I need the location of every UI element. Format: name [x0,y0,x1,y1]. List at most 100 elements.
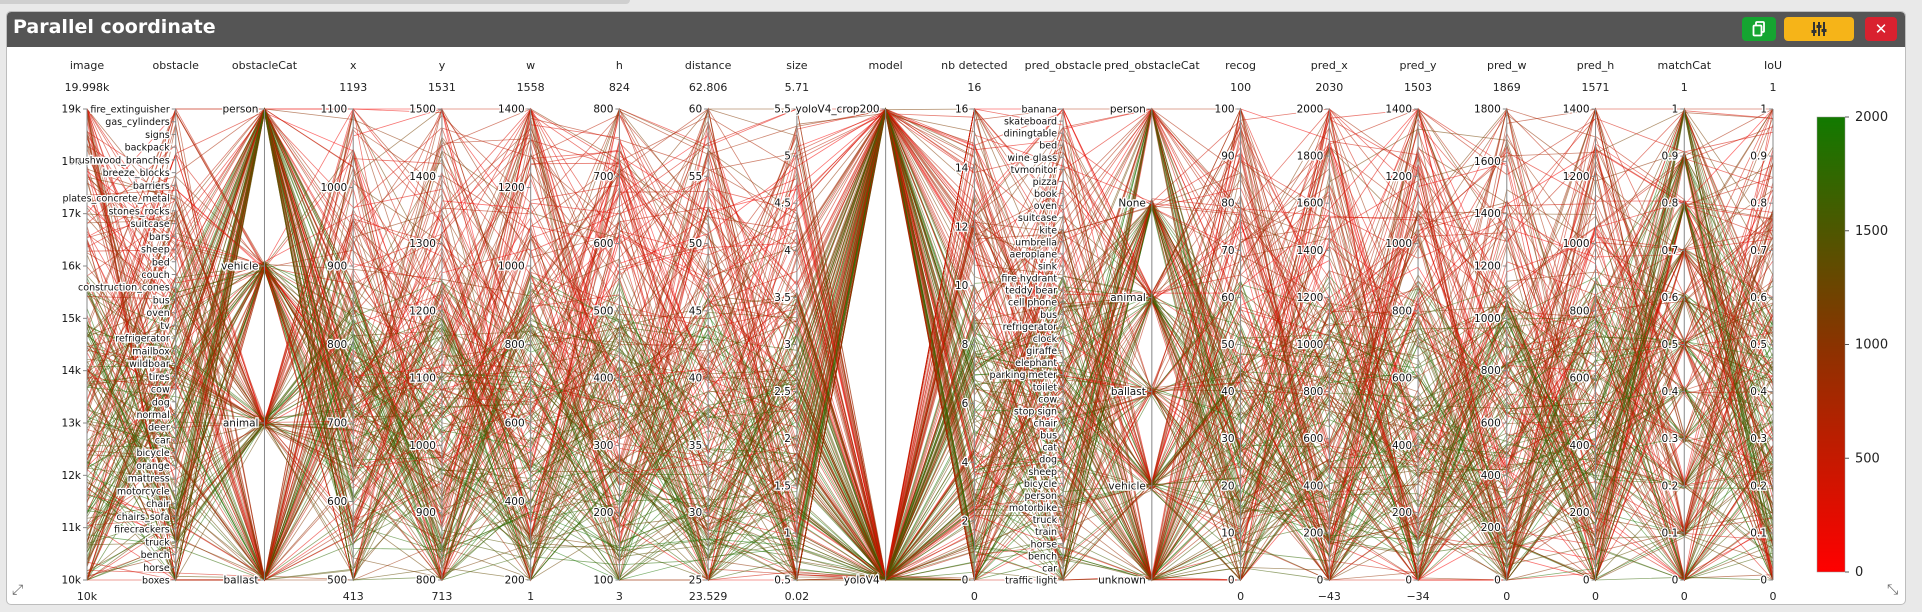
axis-tick-label: 1500 [409,104,436,116]
axis-obstaclecat[interactable]: obstacleCat person vehicle animal ballast [220,59,298,588]
axis-range-min: 413 [343,590,364,603]
axis-tick-label: 0.6 [1662,292,1679,304]
axis-title[interactable]: image [70,59,104,72]
axis-tick-label: 0.5 [1662,339,1679,351]
axis-tick-label: gas_cylinders [105,117,169,128]
axis-tick-label: train [1035,527,1057,538]
axis-tick-label: 1 [1760,104,1767,116]
resize-right-icon[interactable]: ⤡ [1887,582,1899,598]
axis-pred-x[interactable]: pred_x2030−43200018001600140012001000800… [1295,59,1349,603]
axis-title[interactable]: size [786,59,808,72]
axis-tick-label: 800 [1392,305,1412,317]
polyline [86,107,1774,582]
axis-tick-label: 50 [689,238,702,250]
axis-h[interactable]: h 824 3 800 700 600 500 400 300 200 100 [592,59,630,603]
polyline [86,107,1774,581]
axis-pred-y[interactable]: pred_y 1503 −34 1400 1200 1000 800 600 400 200 0 [1384,59,1438,603]
axis-tick-label: 0.9 [1750,151,1767,163]
axis-pred-obstacle[interactable]: pred_obstaclebananaskateboarddiningtable… [988,59,1102,588]
axis-tick-label: 1100 [320,104,347,116]
axis-obstacle[interactable]: obstacle fire_extinguishergas_cylinderssi… [61,59,200,588]
axis-title[interactable]: w [526,59,535,72]
close-button[interactable]: ✕ [1865,17,1897,41]
axis-nb-detected[interactable]: nb detected 16 0 16 14 12 10 8 6 4 2 0 [941,59,1007,603]
polyline [86,107,1774,581]
axis-title[interactable]: y [439,59,446,72]
axis-tick-label: 14k [62,365,82,377]
polyline [86,108,1774,581]
axis-tick-label: 900 [416,507,436,519]
axis-title[interactable]: obstacleCat [232,59,298,72]
axis-tick-label: None [1118,198,1145,210]
axis-image[interactable]: image 19.998k 10k 19k 18k 17k 16k 15k 14k 13k 12k 1… [60,59,111,603]
polyline [86,128,1774,582]
polyline [86,109,1774,581]
axis-tick-label: 3.5 [774,292,791,304]
polyline [86,108,1774,582]
axis-x[interactable]: x 1193 413 1100 1000 900 800 700 600 500 [319,59,367,603]
settings-button[interactable] [1784,17,1854,41]
axis-title[interactable]: x [350,59,357,72]
axis-title[interactable]: pred_h [1577,59,1615,72]
colorbar: 2000 1500 1000 500 0 [1816,110,1888,580]
close-icon: ✕ [1874,20,1888,38]
axis-title[interactable]: model [868,59,902,72]
axis-range-min: 0 [1503,590,1510,603]
axis-tick-label: 200 [1481,522,1501,534]
copy-icon [1752,21,1765,37]
axis-title[interactable]: pred_x [1311,59,1349,72]
axis-title[interactable]: nb detected [941,59,1007,72]
axis-size[interactable]: size 5.71 0.02 5.5 5 4.5 4 3.5 3 2.5 2 1.5 1 0.5 [773,59,809,603]
axis-title[interactable]: matchCat [1657,59,1711,72]
polyline [86,110,1774,582]
axis-range-max: 1503 [1404,81,1432,94]
axis-w[interactable]: w 1558 1 1400 1200 1000 800 600 400 200 [497,59,545,603]
axis-range-max: 1193 [339,81,367,94]
axis-tick-label: 1600 [1297,198,1324,210]
axis-pred-h[interactable]: pred_h 1571 0 1400 1200 1000 800 600 400 200 0 [1562,59,1615,603]
axis-title[interactable]: pred_w [1487,59,1527,72]
axis-tick-label: 1400 [498,104,525,116]
axis-pred-w[interactable]: pred_w 1869 0 1800 1600 1400 1200 1000 800 600 400… [1473,59,1527,603]
axis-matchcat[interactable]: matchCat 1 0 1 0.9 0.8 0.7 0.6 0.5 0.4 0.3 0.2 0.1 0 [1657,59,1711,603]
axis-tick-label: normal [136,410,169,421]
axis-iou[interactable]: IoU 1 0 1 0.9 0.8 0.7 0.6 0.5 0.4 0.3 0.2 0.1 0 [1749,59,1782,603]
axis-title[interactable]: pred_obstacle [1025,59,1102,72]
axis-model[interactable]: model yoloV4_crop200 yoloV4 [794,59,903,588]
axis-title[interactable]: IoU [1764,59,1782,72]
axis-distance[interactable]: distance 62.806 23.529 60 55 50 45 40 35 30 25 [685,59,732,603]
axis-tick-label: 45 [689,305,702,317]
axis-tick-label: firecrackers [114,525,170,536]
resize-left-icon[interactable]: ⤢ [12,582,24,598]
axis-tick-label: horse [143,563,170,574]
polyline [86,108,1774,578]
axis-range-min: 1 [527,590,534,603]
axis-tick-label: truck [1033,515,1058,526]
axis-title[interactable]: h [616,59,623,72]
axis-tick-label: tvmonitor [1011,165,1058,176]
axis-tick-label: 700 [593,171,613,183]
axis-tick-label: 400 [505,496,525,508]
axis-range-max: 1 [1681,81,1688,94]
axis-tick-label: breeze_blocks [103,168,170,179]
axis-title[interactable]: pred_y [1400,59,1438,72]
axis-title[interactable]: obstacle [153,59,200,72]
axis-title[interactable]: distance [685,59,732,72]
title-bar[interactable]: Parallel coordinate ✕ [7,12,1905,47]
polyline [86,108,1774,582]
axis-tick-label: elephant [1015,358,1057,369]
axis-title[interactable]: recog [1225,59,1256,72]
axis-y[interactable]: y 1531 713 1500 1400 1300 1200 1100 1000 900 800 [408,59,456,603]
axis-tick-label: 1400 [1563,104,1590,116]
copy-button[interactable] [1742,17,1776,41]
axis-tick-label: 800 [416,575,436,587]
parallel-coordinates-chart[interactable]: image 19.998k 10k 19k 18k 17k 16k 15k 14k 13k 12k 1… [7,47,1905,604]
axis-tick-label: couch [141,270,169,281]
axis-tick-label: 0 [1405,575,1412,587]
axis-tick-label: 35 [689,440,702,452]
axis-tick-label: 600 [1303,433,1323,445]
axis-title[interactable]: pred_obstacleCat [1104,59,1200,72]
axis-tick-label: 3 [784,339,791,351]
